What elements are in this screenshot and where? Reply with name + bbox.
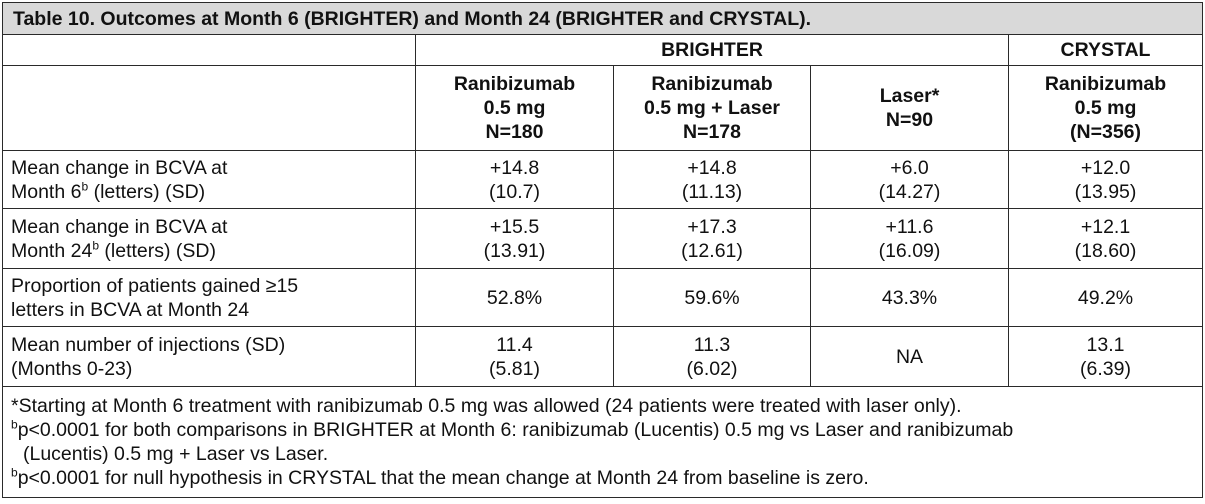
cell-sd: (10.7) [489,180,540,203]
cell-value: 59.6% [684,286,740,309]
footnote-marker: b [11,465,18,480]
cell-sd: (6.02) [686,357,738,380]
table-cell: 11.4 (5.81) [415,326,614,387]
table-cell: 11.3 (6.02) [613,326,811,387]
table-row: Mean change in BCVA at Month 6b (letters… [2,150,1204,209]
cell-value: 49.2% [1077,286,1134,309]
cell-sd: (16.09) [878,239,941,262]
footnote-text: p<0.0001 for null hypothesis in CRYSTAL … [17,467,869,489]
cell-sd: (18.60) [1074,239,1137,262]
footnote-b1: bp<0.0001 for both comparisons in BRIGHT… [11,418,1194,442]
cell-value: +12.0 [1080,156,1131,179]
cell-sd: (6.39) [1080,357,1131,380]
row-label: Mean number of injections (SD) (Months 0… [2,326,416,387]
table-cell: +17.3 (12.61) [613,208,811,269]
row-label: Mean change in BCVA at Month 6b (letters… [2,150,416,209]
row-label-text: Month 24 [11,239,93,262]
row-label-text: (letters) (SD) [88,180,206,203]
table-row: Proportion of patients gained ≥15 letter… [2,268,1204,327]
column-header-row: Ranibizumab 0.5 mg N=180 Ranibizumab 0.5… [2,65,1204,151]
cell-value: +14.8 [489,156,540,179]
row-label-text: (letters) (SD) [99,239,216,262]
column-header-crystal-ranibizumab: Ranibizumab 0.5 mg (N=356) [1007,65,1204,151]
row-label-line: Month 6b (letters) (SD) [11,180,415,204]
table-cell: 43.3% [810,268,1009,327]
cell-sd: (11.13) [681,180,743,203]
footnote-b1-continued: (Lucentis) 0.5 mg + Laser vs Laser. [23,443,329,465]
table-title: Table 10. Outcomes at Month 6 (BRIGHTER)… [1,2,1204,35]
footnote-marker: b [92,238,99,252]
cell-sd: (13.91) [483,239,546,262]
row-label-line: Mean change in BCVA at [11,156,228,179]
cell-value: 11.4 [496,333,533,356]
table-row: Mean change in BCVA at Month 24b (letter… [2,208,1204,269]
cell-value: NA [895,345,924,368]
cell-value: +14.8 [687,156,737,179]
footnote-marker: b [81,179,89,193]
cell-sd: (12.61) [681,239,743,262]
table-cell: +6.0 (14.27) [810,150,1009,209]
cell-value: +11.6 [885,215,934,238]
table-cell: +11.6 (16.09) [810,208,1009,269]
column-header-line: Ranibizumab [651,73,773,95]
cell-value: 11.3 [693,333,731,356]
column-header-line: N=178 [682,121,741,143]
footnotes: *Starting at Month 6 treatment with rani… [1,386,1204,498]
column-header-line: N=180 [485,121,544,143]
column-header-line: Laser* [879,85,940,107]
row-label: Mean change in BCVA at Month 24b (letter… [2,208,416,269]
row-label-line: letters in BCVA at Month 24 [11,298,250,321]
cell-value: 52.8% [486,286,543,309]
empty-header-cell [2,34,416,66]
column-header-laser: Laser* N=90 [810,65,1009,151]
column-header-line: Ranibizumab [453,73,576,95]
table-cell: 13.1 (6.39) [1007,326,1204,387]
table-cell: +14.8 (10.7) [415,150,614,209]
table-cell: +14.8 (11.13) [613,150,811,209]
column-header-line: 0.5 mg [1074,97,1137,119]
table-cell: 49.2% [1007,268,1204,327]
table-title-row: Table 10. Outcomes at Month 6 (BRIGHTER)… [1,2,1204,35]
group-header-brighter: BRIGHTER [415,34,1009,66]
column-header-line: 0.5 mg + Laser [643,97,781,119]
cell-sd: (14.27) [878,180,941,203]
cell-value: +12.1 [1080,215,1131,238]
footnote-text: p<0.0001 for both comparisons in BRIGHTE… [17,419,1014,441]
row-label: Proportion of patients gained ≥15 letter… [2,268,416,327]
row-label-line: Proportion of patients gained ≥15 [11,274,299,297]
column-header-line: Ranibizumab [1044,73,1167,95]
table-cell: +12.0 (13.95) [1007,150,1204,209]
cell-value: 13.1 [1086,333,1125,356]
footnote-b2: bp<0.0001 for null hypothesis in CRYSTAL… [11,466,1194,490]
column-header-ranibizumab-laser: Ranibizumab 0.5 mg + Laser N=178 [613,65,811,151]
group-header-crystal: CRYSTAL [1007,34,1204,66]
column-header-line: N=90 [885,109,934,131]
cell-value: 43.3% [881,286,938,309]
column-header-ranibizumab: Ranibizumab 0.5 mg N=180 [415,65,614,151]
cell-value: +6.0 [890,156,929,179]
table-cell: +12.1 (18.60) [1007,208,1204,269]
cell-sd: (5.81) [489,357,540,380]
footnotes-row: *Starting at Month 6 treatment with rani… [1,386,1204,498]
table-cell: 52.8% [415,268,614,327]
cell-sd: (13.95) [1074,180,1137,203]
footnote-marker: b [11,417,18,432]
row-label-line: Mean change in BCVA at [11,215,228,238]
table-cell: 59.6% [613,268,811,327]
empty-column-header [2,65,416,151]
row-label-line: Mean number of injections (SD) [11,333,286,356]
row-label-text: Month 6 [11,180,82,203]
group-header-row: BRIGHTER CRYSTAL [2,34,1204,66]
table-cell: +15.5 (13.91) [415,208,614,269]
column-header-line: (N=356) [1070,121,1142,143]
footnote-asterisk: *Starting at Month 6 treatment with rani… [11,395,962,417]
row-label-line: Month 24b (letters) (SD) [11,239,415,263]
row-label-line: (Months 0-23) [11,357,133,380]
cell-value: +15.5 [489,215,540,238]
table-row: Mean number of injections (SD) (Months 0… [2,326,1204,387]
table-cell: NA [810,326,1009,387]
column-header-line: 0.5 mg [483,97,546,119]
cell-value: +17.3 [687,215,737,238]
